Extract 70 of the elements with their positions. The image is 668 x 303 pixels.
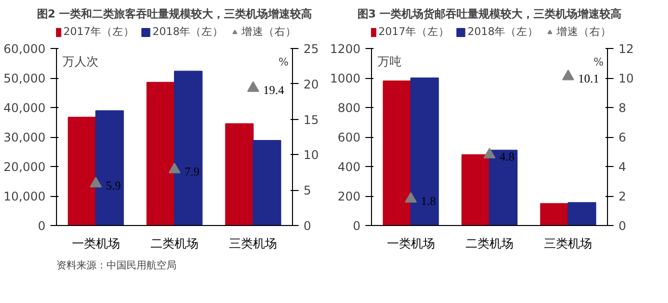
y2-tick-label: 0 <box>618 219 626 233</box>
bar <box>252 140 282 226</box>
y2-axis-title: % <box>593 56 604 69</box>
y-tick-label: 400 <box>338 160 360 174</box>
text: 资料来源：中国民用航空局 <box>56 260 176 272</box>
legend-label: 2017年（左） <box>63 25 134 39</box>
y2-tick-label: 6 <box>618 130 626 145</box>
point <box>562 70 574 80</box>
legend-label: 2018年（左） <box>152 25 224 39</box>
y-tick-label: 20,000 <box>4 160 46 174</box>
y2-tick-label: 10 <box>618 72 634 86</box>
y-tick-label: 1200 <box>330 42 361 56</box>
y-tick-label: 0 <box>352 219 361 233</box>
legend-label: 2017年（左） <box>378 25 450 39</box>
point <box>168 162 180 174</box>
x-tick-label: 三类机场 <box>229 236 278 250</box>
chart-title: 图2 一类和二类旅客吞吐量规模较大，三类机场增速较高 <box>36 8 312 20</box>
y2-tick-label: 4 <box>618 160 626 174</box>
bar <box>174 70 203 226</box>
y2-tick-label: 12 <box>618 42 634 56</box>
y-tick-label: 10,000 <box>4 190 46 204</box>
x-tick-label: 一类机场 <box>72 236 120 250</box>
y-tick-label: 800 <box>338 101 360 116</box>
data-label: 4.8 <box>500 150 514 164</box>
bar <box>146 82 175 226</box>
bar <box>540 203 569 226</box>
y2-tick-label: 0 <box>304 219 312 233</box>
y-tick-label: 1000 <box>330 72 361 86</box>
y2-tick-label: 2 <box>618 190 626 204</box>
y-axis-title: 万人次 <box>62 54 98 69</box>
bar <box>568 202 596 226</box>
legend-label: 增速（右） <box>242 25 293 39</box>
point <box>484 148 496 158</box>
bar <box>225 123 254 226</box>
y2-tick-label: 25 <box>304 42 319 56</box>
bar <box>68 116 96 226</box>
chart-title: 图3 一类机场货邮吞吐量规模较大，三类机场增速较高 <box>357 8 622 20</box>
y2-axis-title: % <box>278 56 289 69</box>
y-tick-label: 200 <box>338 190 360 204</box>
y-tick-label: 0 <box>38 219 46 233</box>
x-tick-label: 二类机场 <box>150 236 198 250</box>
x-tick-label: 三类机场 <box>544 236 592 250</box>
legend-label: 增速（右） <box>556 25 608 39</box>
point <box>247 81 260 92</box>
y-axis-title: 万吨 <box>378 54 402 69</box>
point <box>90 176 102 188</box>
bar <box>489 150 518 226</box>
bar <box>410 78 439 226</box>
x-tick-label: 一类机场 <box>386 236 435 250</box>
y-tick-label: 30,000 <box>4 130 46 145</box>
data-label: 5.9 <box>106 178 121 193</box>
y2-tick-label: 10 <box>304 148 319 162</box>
data-label: 1.8 <box>420 194 436 208</box>
data-label: 10.1 <box>578 72 600 86</box>
bar <box>382 80 412 226</box>
data-label: 19.4 <box>263 83 284 98</box>
bar <box>95 110 124 226</box>
y-tick-label: 60,000 <box>4 42 46 56</box>
y-tick-label: 600 <box>338 130 360 145</box>
y2-tick-label: 8 <box>618 101 626 116</box>
y-tick-label: 40,000 <box>4 101 46 116</box>
y-tick-label: 50,000 <box>4 72 46 86</box>
point <box>404 192 417 203</box>
legend-label: 2018年（左） <box>468 25 539 39</box>
bar <box>461 154 490 226</box>
y2-tick-label: 20 <box>304 77 319 92</box>
y2-tick-label: 5 <box>304 184 312 198</box>
x-tick-label: 二类机场 <box>466 236 514 250</box>
y2-tick-label: 15 <box>304 112 319 127</box>
data-label: 7.9 <box>184 164 200 179</box>
